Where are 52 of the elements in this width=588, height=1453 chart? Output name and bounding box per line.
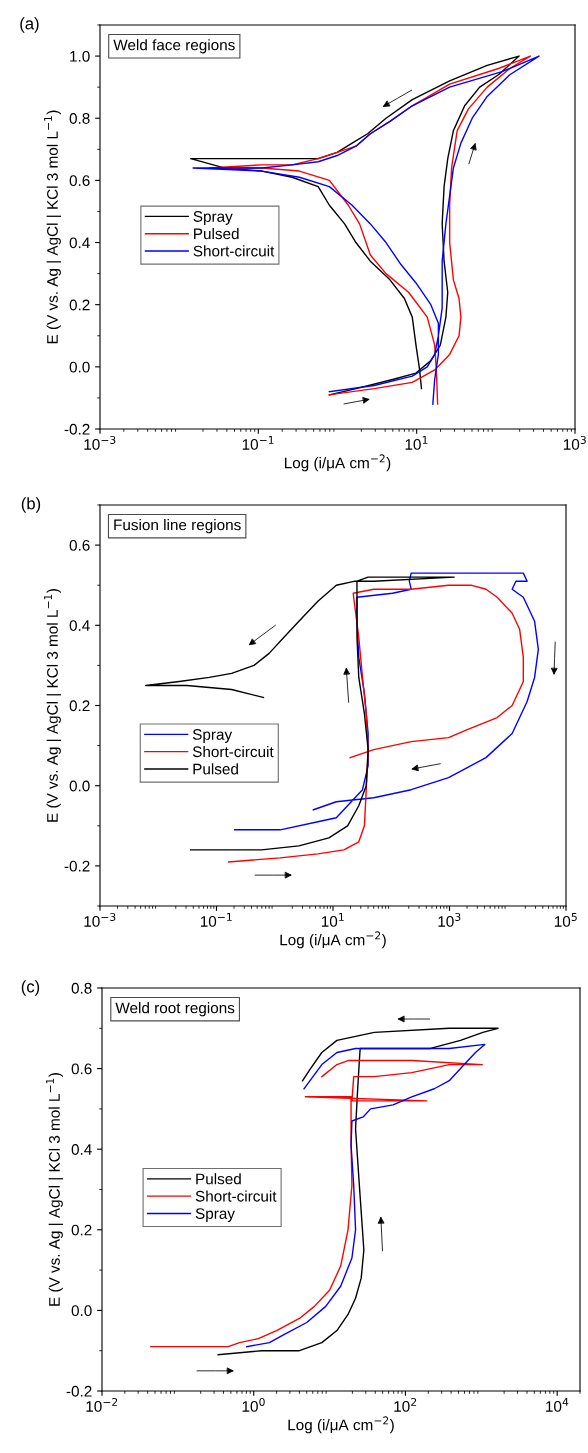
x-tick-label: 10$^{1}$ <box>321 913 344 927</box>
x-tick-label: 10$^{5}$ <box>554 913 577 927</box>
y-tick-label: -0.2 <box>64 860 90 872</box>
x-tick-label: 10$^{2}$ <box>394 1397 417 1412</box>
legend-label: Pulsed <box>196 1173 241 1185</box>
y-tick-label: 0.2 <box>69 299 90 311</box>
y-tick-label: 0.0 <box>69 780 90 792</box>
y-tick-label: 0.2 <box>69 700 90 712</box>
y-tick-label: -0.2 <box>64 423 90 435</box>
text: (c) <box>21 980 40 996</box>
text: Weld face regions <box>113 39 235 54</box>
y-tick-label: 0.6 <box>69 175 90 187</box>
x-tick-label: 10$^{4}$ <box>546 1398 569 1412</box>
legend-label: Short-circuit <box>192 745 274 758</box>
y-tick-label: -0.2 <box>66 1385 92 1397</box>
legend-label: Spray <box>192 729 233 743</box>
text: (a) <box>20 17 39 33</box>
y-tick-label: 0.6 <box>69 539 90 551</box>
y-tick-label: 0.0 <box>69 361 90 373</box>
y-tick-label: 0.2 <box>71 1224 92 1236</box>
text: Weld root regions <box>115 1002 235 1017</box>
legend-label: Pulsed <box>194 227 239 240</box>
x-tick-label: 10$^{−2}$ <box>86 1397 118 1412</box>
y-tick-label: 0.4 <box>69 620 90 631</box>
legend-label: Pulsed <box>193 763 238 775</box>
y-tick-label: 1.0 <box>70 50 90 62</box>
x-axis-title: Log (i/μA cm$^{−2}$) <box>284 454 391 472</box>
legend-label: Spray <box>193 211 233 225</box>
x-tick-label: 10$^{−1}$ <box>242 436 274 450</box>
y-tick-label: 0.4 <box>71 1144 92 1155</box>
x-tick-label: 10$^{0}$ <box>242 1397 265 1412</box>
y-axis-title: E (V vs. Ag | AgCl | KCl 3 mol L$^{−1}$) <box>44 589 61 822</box>
legend-label: Short-circuit <box>195 1190 277 1202</box>
y-tick-label: 0.4 <box>69 237 90 249</box>
x-tick-label: 10$^{−1}$ <box>200 913 232 927</box>
x-tick-label: 10$^{1}$ <box>405 436 428 450</box>
text: (b) <box>21 497 41 513</box>
x-tick-label: 10$^{3}$ <box>438 912 461 927</box>
legend-label: Short-circuit <box>193 245 275 257</box>
y-tick-label: 0.8 <box>71 982 92 994</box>
x-tick-label: 10$^{3}$ <box>563 435 586 450</box>
legend-label: Spray <box>195 1208 235 1222</box>
x-tick-label: 10$^{−3}$ <box>84 435 116 450</box>
y-tick-label: 0.8 <box>69 113 90 124</box>
y-axis-title: E (V vs. Ag | AgCl | KCl 3 mol L$^{−1}$) <box>44 110 61 344</box>
y-axis-title: E (V vs. Ag | AgCl | KCl 3 mol L$^{−1}$) <box>46 1073 63 1306</box>
y-tick-label: 0.6 <box>71 1063 92 1075</box>
x-axis-title: Log (i/μA cm$^{−2}$) <box>280 931 386 949</box>
x-tick-label: 10$^{−3}$ <box>84 912 116 927</box>
text: Fusion line regions <box>114 519 241 534</box>
y-tick-label: 0.0 <box>71 1305 92 1317</box>
x-axis-title: Log (i/μA cm$^{−2}$) <box>288 1416 394 1434</box>
